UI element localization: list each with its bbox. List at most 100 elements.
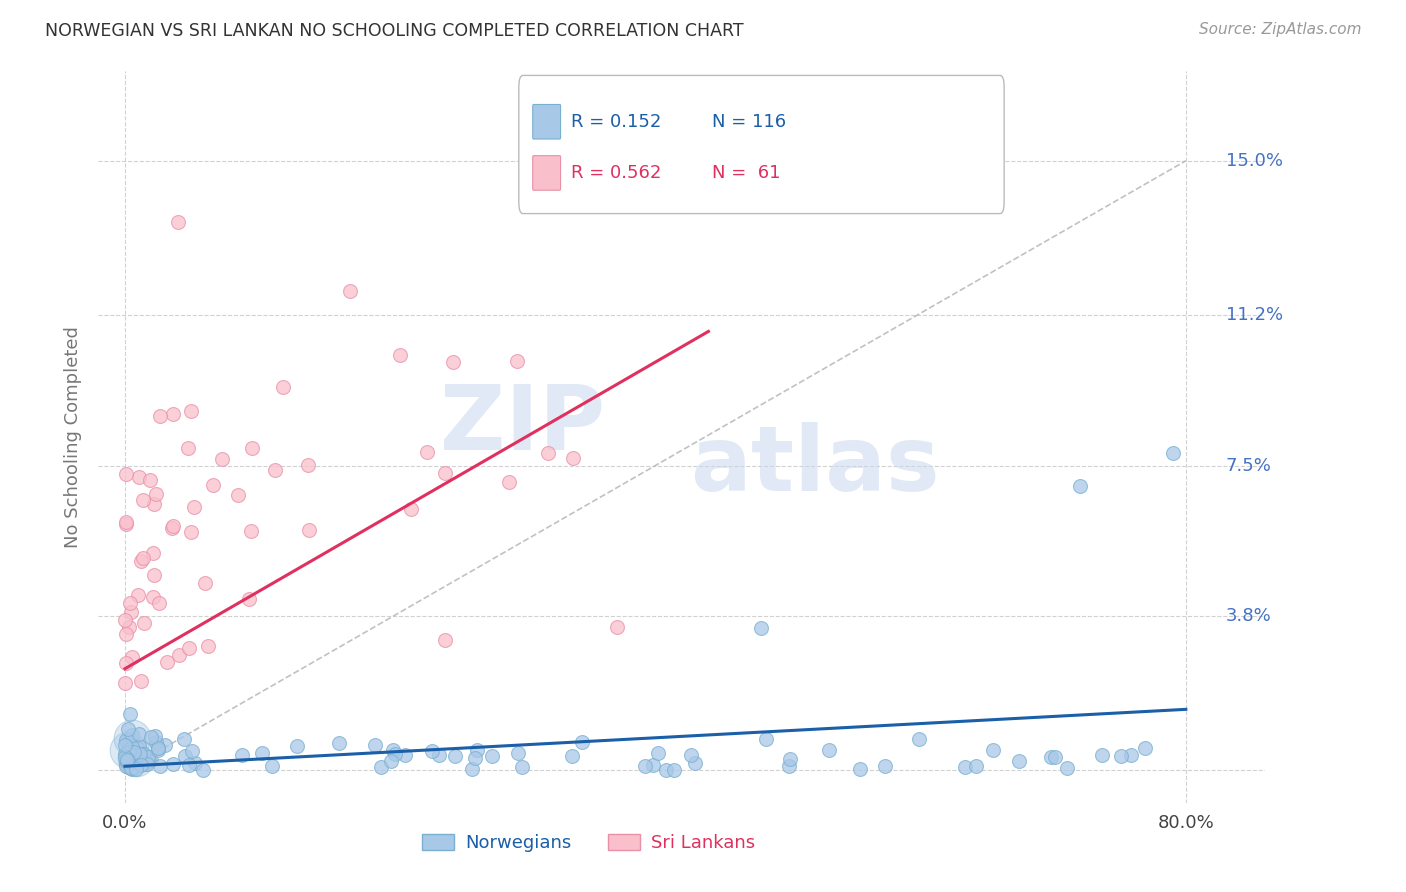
Point	[121, 731, 143, 745]
Point	[1008, 755, 1031, 769]
Point	[183, 500, 205, 515]
Point	[751, 621, 773, 635]
Point	[177, 640, 200, 655]
Point	[128, 747, 150, 761]
Point	[117, 743, 139, 757]
Text: 15.0%: 15.0%	[1226, 152, 1282, 169]
Point	[115, 756, 138, 771]
Point	[339, 284, 361, 298]
Point	[132, 615, 155, 630]
Point	[381, 743, 404, 757]
Point	[394, 747, 416, 762]
Point	[148, 743, 170, 757]
Point	[121, 762, 143, 776]
Text: N =  61: N = 61	[713, 164, 780, 182]
Text: atlas: atlas	[690, 422, 939, 509]
Point	[634, 759, 657, 773]
Point	[664, 763, 686, 777]
Point	[122, 761, 145, 775]
Point	[201, 478, 224, 492]
Point	[132, 755, 155, 769]
Point	[115, 626, 138, 640]
Point	[908, 731, 931, 746]
Point	[498, 475, 520, 489]
Point	[121, 649, 143, 664]
Point	[298, 523, 321, 537]
Point	[297, 458, 319, 473]
Point	[370, 760, 392, 774]
Point	[384, 747, 406, 761]
Point	[128, 739, 150, 753]
Point	[561, 748, 583, 763]
Point	[194, 576, 217, 591]
Point	[127, 588, 149, 602]
Point	[264, 463, 287, 477]
Point	[226, 488, 249, 502]
Point	[647, 746, 669, 760]
Point	[115, 467, 138, 481]
Point	[122, 746, 145, 760]
Point	[120, 605, 142, 619]
Point	[506, 746, 529, 760]
Point	[571, 735, 593, 749]
Point	[125, 751, 148, 765]
Point	[145, 734, 167, 748]
Point	[139, 473, 162, 487]
Point	[779, 752, 801, 766]
Point	[146, 741, 169, 756]
Point	[433, 633, 456, 648]
Point	[128, 727, 150, 741]
Point	[131, 550, 153, 565]
Point	[118, 752, 141, 766]
Point	[125, 741, 148, 756]
Text: Source: ZipAtlas.com: Source: ZipAtlas.com	[1198, 22, 1361, 37]
Point	[211, 451, 233, 466]
Point	[142, 546, 165, 560]
Point	[114, 613, 136, 627]
Point	[778, 759, 800, 773]
Text: R = 0.562: R = 0.562	[571, 164, 661, 182]
Point	[143, 567, 166, 582]
Point	[117, 757, 139, 772]
Point	[177, 441, 200, 455]
Point	[128, 755, 150, 769]
Point	[252, 746, 274, 760]
Point	[114, 656, 136, 670]
Point	[1040, 750, 1063, 764]
Point	[153, 738, 176, 752]
Point	[537, 445, 560, 459]
Point	[262, 759, 284, 773]
Point	[132, 756, 155, 771]
Point	[143, 497, 166, 511]
Point	[981, 742, 1004, 756]
Point	[875, 758, 897, 772]
Point	[849, 762, 872, 776]
FancyBboxPatch shape	[519, 76, 1004, 213]
Point	[128, 470, 150, 484]
Point	[149, 759, 172, 773]
Point	[115, 753, 138, 767]
Point	[115, 516, 138, 531]
Point	[148, 596, 170, 610]
Point	[443, 748, 465, 763]
Point	[118, 732, 141, 747]
Point	[287, 739, 309, 754]
Point	[139, 752, 162, 766]
Point	[132, 747, 155, 761]
Point	[1161, 446, 1184, 460]
Point	[1056, 761, 1078, 775]
Point	[118, 744, 141, 758]
Point	[117, 752, 139, 766]
Point	[117, 760, 139, 774]
Point	[121, 739, 143, 754]
Point	[606, 620, 628, 634]
Point	[128, 747, 150, 761]
Point	[240, 441, 263, 455]
Point	[131, 554, 153, 568]
Text: 7.5%: 7.5%	[1226, 457, 1271, 475]
Point	[114, 739, 136, 753]
Point	[145, 487, 167, 501]
Point	[173, 749, 195, 764]
FancyBboxPatch shape	[533, 104, 561, 139]
Point	[114, 747, 136, 761]
